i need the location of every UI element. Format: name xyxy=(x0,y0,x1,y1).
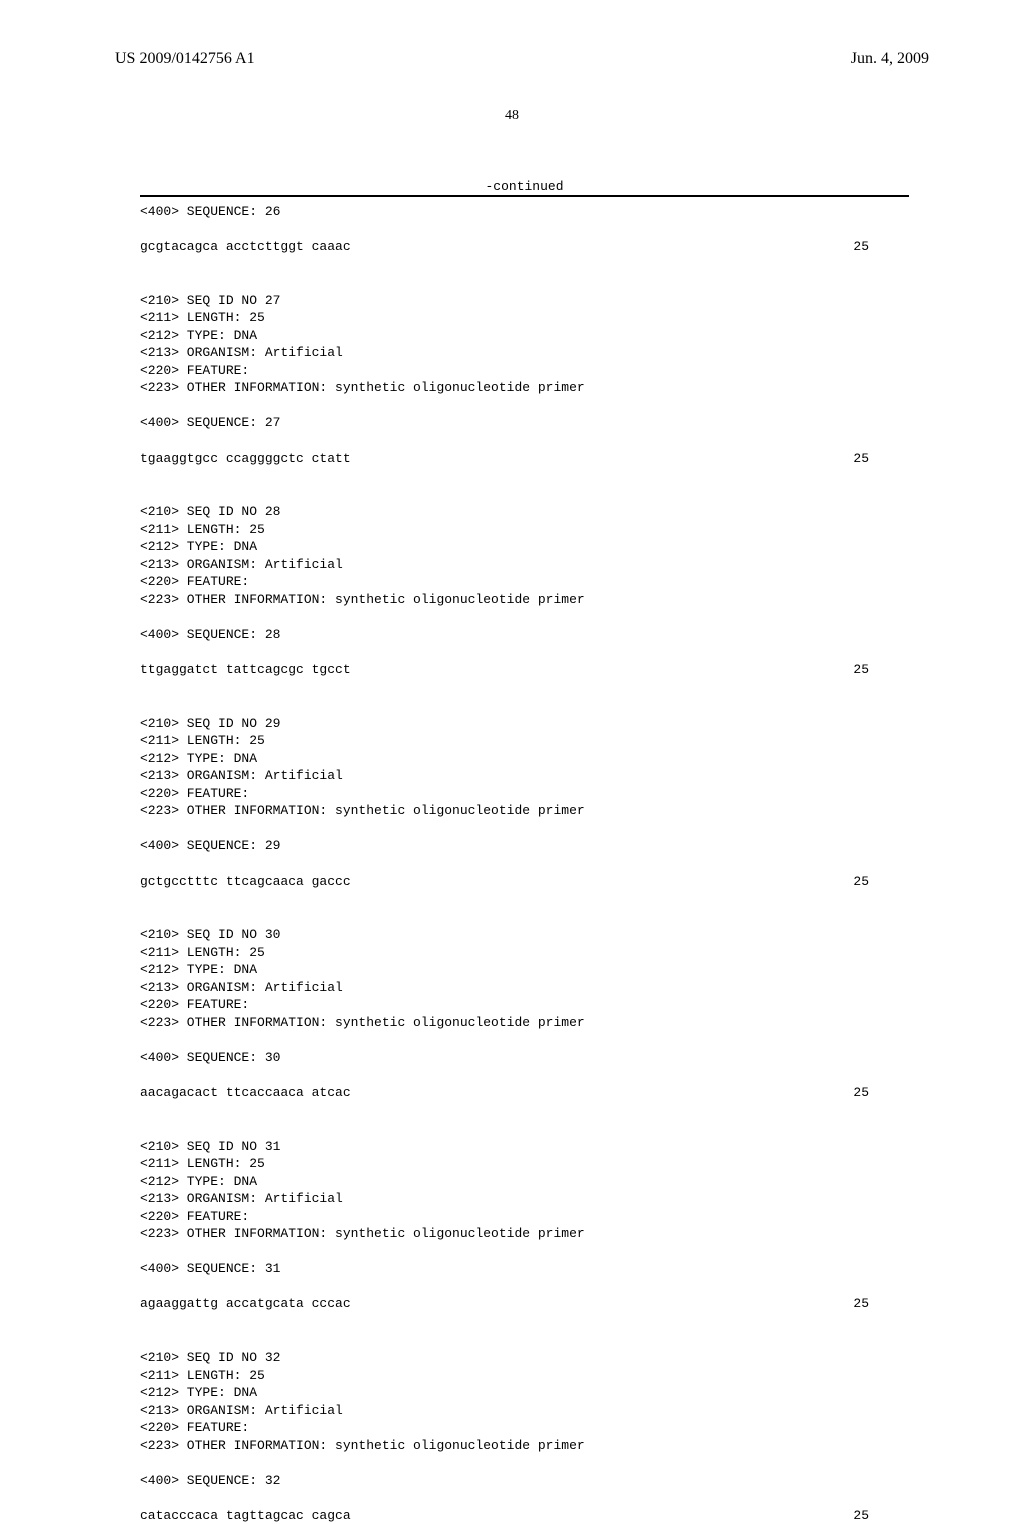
blank-line xyxy=(140,855,909,873)
sequence-header-line: <213> ORGANISM: Artificial xyxy=(140,1402,909,1420)
block-spacer xyxy=(140,697,909,715)
sequence-header-line: <212> TYPE: DNA xyxy=(140,750,909,768)
sequence-block: <210> SEQ ID NO 29<211> LENGTH: 25<212> … xyxy=(140,715,909,890)
sequence-header-line: <210> SEQ ID NO 31 xyxy=(140,1138,909,1156)
block-spacer xyxy=(140,1120,909,1138)
sequence-length-value: 25 xyxy=(853,661,909,679)
sequence-header-line: <210> SEQ ID NO 30 xyxy=(140,926,909,944)
blank-line xyxy=(140,1278,909,1296)
blank-line xyxy=(140,1489,909,1507)
sequence-block: <210> SEQ ID NO 30<211> LENGTH: 25<212> … xyxy=(140,926,909,1101)
sequence-text: agaaggattg accatgcata cccac xyxy=(140,1295,351,1313)
sequence-block: <210> SEQ ID NO 27<211> LENGTH: 25<212> … xyxy=(140,292,909,467)
page-number: 48 xyxy=(0,108,1024,124)
sequence-header-line: <400> SEQUENCE: 27 xyxy=(140,414,909,432)
sequence-text: ttgaggatct tattcagcgc tgcct xyxy=(140,661,351,679)
sequence-header-line: <212> TYPE: DNA xyxy=(140,961,909,979)
sequence-header-line: <213> ORGANISM: Artificial xyxy=(140,344,909,362)
sequence-header-line: <223> OTHER INFORMATION: synthetic oligo… xyxy=(140,379,909,397)
patent-date: Jun. 4, 2009 xyxy=(851,50,929,68)
sequence-listing: -continued <400> SEQUENCE: 26 gcgtacagca… xyxy=(140,179,909,1524)
sequence-block: <210> SEQ ID NO 28<211> LENGTH: 25<212> … xyxy=(140,503,909,678)
blank-line xyxy=(140,1066,909,1084)
sequence-length-value: 25 xyxy=(853,1507,909,1524)
sequence-header-line: <211> LENGTH: 25 xyxy=(140,1155,909,1173)
sequence-header-line: <210> SEQ ID NO 27 xyxy=(140,292,909,310)
sequence-header-line: <223> OTHER INFORMATION: synthetic oligo… xyxy=(140,1014,909,1032)
sequence-header-line: <400> SEQUENCE: 30 xyxy=(140,1049,909,1067)
sequence-data-row: catacccaca tagttagcac cagca 25 xyxy=(140,1507,909,1524)
sequence-header-line: <400> SEQUENCE: 31 xyxy=(140,1260,909,1278)
sequence-content: <400> SEQUENCE: 26 gcgtacagca acctcttggt… xyxy=(140,197,909,1524)
sequence-text: gcgtacagca acctcttggt caaac xyxy=(140,238,351,256)
sequence-header-line: <400> SEQUENCE: 29 xyxy=(140,837,909,855)
sequence-header-line: <212> TYPE: DNA xyxy=(140,1173,909,1191)
sequence-header-line xyxy=(140,1031,909,1049)
sequence-text: aacagacact ttcaccaaca atcac xyxy=(140,1084,351,1102)
sequence-data-row: aacagacact ttcaccaaca atcac 25 xyxy=(140,1084,909,1102)
sequence-header-line: <223> OTHER INFORMATION: synthetic oligo… xyxy=(140,802,909,820)
sequence-header-line xyxy=(140,608,909,626)
sequence-text: gctgcctttc ttcagcaaca gaccc xyxy=(140,873,351,891)
sequence-header-line: <213> ORGANISM: Artificial xyxy=(140,1190,909,1208)
sequence-header-line: <211> LENGTH: 25 xyxy=(140,944,909,962)
sequence-header-line: <400> SEQUENCE: 26 xyxy=(140,203,909,221)
blank-line xyxy=(140,432,909,450)
sequence-header-line: <211> LENGTH: 25 xyxy=(140,732,909,750)
sequence-length-value: 25 xyxy=(853,450,909,468)
sequence-length-value: 25 xyxy=(853,873,909,891)
sequence-header-line: <210> SEQ ID NO 28 xyxy=(140,503,909,521)
sequence-header-line: <220> FEATURE: xyxy=(140,1419,909,1437)
patent-id: US 2009/0142756 A1 xyxy=(115,50,255,68)
continued-label: -continued xyxy=(140,179,909,195)
sequence-length-value: 25 xyxy=(853,1295,909,1313)
header-row: US 2009/0142756 A1 Jun. 4, 2009 xyxy=(0,0,1024,68)
block-spacer xyxy=(140,908,909,926)
sequence-data-row: ttgaggatct tattcagcgc tgcct 25 xyxy=(140,661,909,679)
sequence-block: <210> SEQ ID NO 32<211> LENGTH: 25<212> … xyxy=(140,1349,909,1524)
sequence-header-line xyxy=(140,820,909,838)
sequence-header-line: <213> ORGANISM: Artificial xyxy=(140,979,909,997)
block-spacer xyxy=(140,485,909,503)
sequence-header-line: <213> ORGANISM: Artificial xyxy=(140,767,909,785)
sequence-header-line: <211> LENGTH: 25 xyxy=(140,309,909,327)
sequence-header-line xyxy=(140,1243,909,1261)
sequence-header-line xyxy=(140,397,909,415)
sequence-header-line: <400> SEQUENCE: 28 xyxy=(140,626,909,644)
sequence-length-value: 25 xyxy=(853,1084,909,1102)
sequence-header-line: <212> TYPE: DNA xyxy=(140,538,909,556)
sequence-data-row: gctgcctttc ttcagcaaca gaccc 25 xyxy=(140,873,909,891)
sequence-header-line: <220> FEATURE: xyxy=(140,785,909,803)
sequence-header-line: <212> TYPE: DNA xyxy=(140,327,909,345)
sequence-text: tgaaggtgcc ccaggggctc ctatt xyxy=(140,450,351,468)
sequence-length-value: 25 xyxy=(853,238,909,256)
blank-line xyxy=(140,221,909,239)
sequence-data-row: agaaggattg accatgcata cccac 25 xyxy=(140,1295,909,1313)
sequence-header-line: <220> FEATURE: xyxy=(140,996,909,1014)
sequence-header-line: <210> SEQ ID NO 29 xyxy=(140,715,909,733)
sequence-header-line: <211> LENGTH: 25 xyxy=(140,1367,909,1385)
sequence-header-line: <212> TYPE: DNA xyxy=(140,1384,909,1402)
sequence-header-line: <223> OTHER INFORMATION: synthetic oligo… xyxy=(140,1437,909,1455)
sequence-header-line: <213> ORGANISM: Artificial xyxy=(140,556,909,574)
sequence-header-line: <210> SEQ ID NO 32 xyxy=(140,1349,909,1367)
sequence-header-line xyxy=(140,1454,909,1472)
block-spacer xyxy=(140,274,909,292)
sequence-block: <210> SEQ ID NO 31<211> LENGTH: 25<212> … xyxy=(140,1138,909,1313)
sequence-header-line: <220> FEATURE: xyxy=(140,362,909,380)
sequence-block: <400> SEQUENCE: 26 gcgtacagca acctcttggt… xyxy=(140,203,909,256)
sequence-data-row: tgaaggtgcc ccaggggctc ctatt 25 xyxy=(140,450,909,468)
sequence-text: catacccaca tagttagcac cagca xyxy=(140,1507,351,1524)
sequence-header-line: <211> LENGTH: 25 xyxy=(140,521,909,539)
blank-line xyxy=(140,643,909,661)
sequence-header-line: <220> FEATURE: xyxy=(140,1208,909,1226)
sequence-header-line: <220> FEATURE: xyxy=(140,573,909,591)
sequence-header-line: <223> OTHER INFORMATION: synthetic oligo… xyxy=(140,591,909,609)
sequence-header-line: <400> SEQUENCE: 32 xyxy=(140,1472,909,1490)
sequence-header-line: <223> OTHER INFORMATION: synthetic oligo… xyxy=(140,1225,909,1243)
sequence-data-row: gcgtacagca acctcttggt caaac 25 xyxy=(140,238,909,256)
block-spacer xyxy=(140,1331,909,1349)
